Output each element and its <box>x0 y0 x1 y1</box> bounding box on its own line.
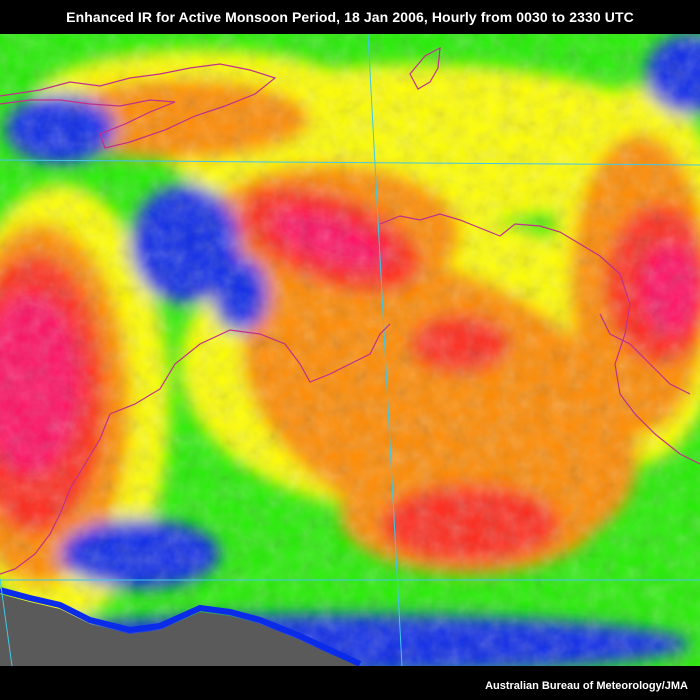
image-title: Enhanced IR for Active Monsoon Period, 1… <box>66 9 634 25</box>
coastline-island-north <box>409 46 441 90</box>
grid-lines <box>0 34 700 666</box>
coastline-gulf <box>599 313 691 395</box>
cloud-texture <box>0 34 700 666</box>
coastline-west <box>0 413 111 575</box>
land-mask <box>0 594 360 666</box>
coastline-arnhem <box>379 213 700 465</box>
coastlines <box>0 46 700 575</box>
satellite-image <box>0 34 700 666</box>
title-bar: Enhanced IR for Active Monsoon Period, 1… <box>0 0 700 34</box>
longitude-line-west <box>0 578 13 666</box>
land-mask-blue-rim <box>0 587 362 666</box>
enhanced-ir-map <box>0 34 700 666</box>
image-credit: Australian Bureau of Meteorology/JMA <box>485 680 688 692</box>
coastline-kimberley <box>109 323 391 415</box>
footer-bar: Australian Bureau of Meteorology/JMA <box>0 666 700 700</box>
longitude-line-center <box>367 34 403 666</box>
latitude-line-north <box>0 159 700 166</box>
coastline-timor <box>0 63 277 149</box>
